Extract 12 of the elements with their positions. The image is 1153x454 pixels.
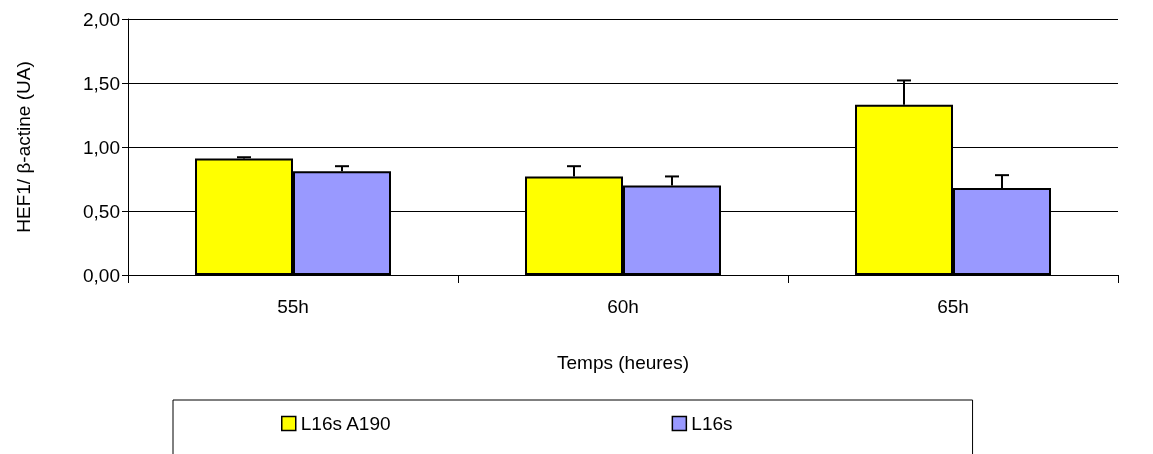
y-tick-label: 1,50 (83, 72, 120, 94)
y-tick-label: 0,50 (83, 200, 120, 222)
y-tick-label: 0,00 (83, 264, 120, 286)
x-axis-title: Temps (heures) (557, 352, 689, 373)
x-tick-label: 55h (277, 296, 309, 317)
y-axis-title: HEF1/ β-actine (UA) (13, 61, 34, 233)
y-tick-label: 2,00 (83, 8, 120, 30)
x-tick-label: 65h (937, 296, 969, 317)
legend-label: L16s (691, 413, 733, 434)
y-tick-label: 1,00 (83, 136, 120, 158)
x-tick-label: 60h (607, 296, 639, 317)
legend-label: L16s A190 (300, 413, 391, 434)
